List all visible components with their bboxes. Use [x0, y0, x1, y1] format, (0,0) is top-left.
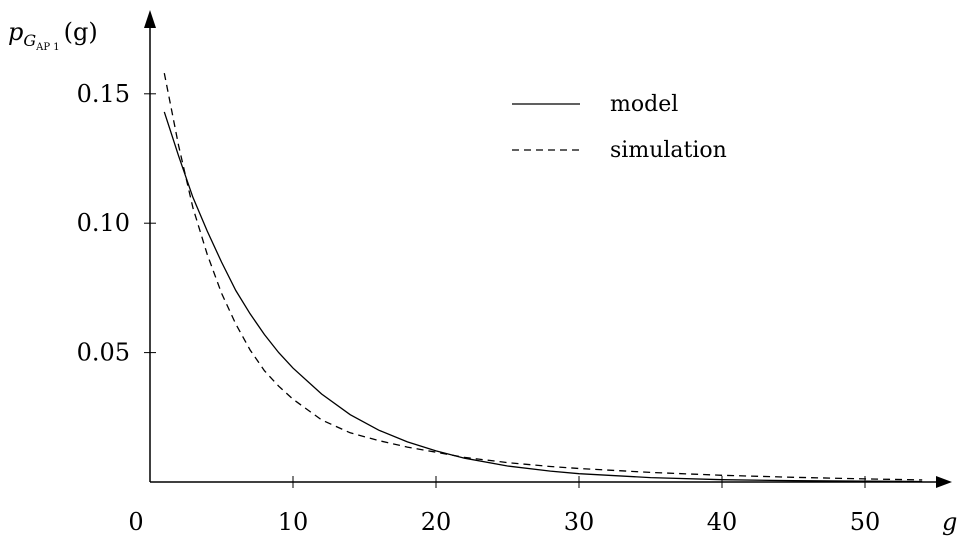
series-layer	[163, 72, 923, 483]
x-tick-label: 0	[128, 508, 143, 536]
legend: model simulation	[512, 92, 727, 163]
y-axis-arrow	[144, 10, 156, 28]
y-tick-label: 0.10	[77, 209, 130, 237]
x-axis-arrow	[936, 476, 952, 488]
axes: 0 10 20 30 40 50 0.05 0.10 0.15	[77, 10, 952, 536]
x-tick-label: 30	[564, 508, 595, 536]
series-line-simulation	[163, 72, 923, 481]
y-axis-title-sub: AP 1	[35, 42, 60, 53]
x-tick-label: 50	[850, 508, 881, 536]
y-axis-title-G: G	[23, 31, 36, 50]
series-line-model	[163, 111, 923, 483]
x-tick-label: 40	[707, 508, 738, 536]
y-tick-label: 0.15	[77, 80, 130, 108]
y-axis-title-arg: (g)	[64, 18, 98, 46]
legend-label-model: model	[610, 92, 678, 117]
x-tick-label: 10	[278, 508, 309, 536]
x-tick-label: 20	[421, 508, 452, 536]
x-axis-title: g	[942, 508, 957, 536]
y-axis-title-p: p	[8, 18, 23, 46]
legend-label-simulation: simulation	[610, 138, 727, 163]
y-axis-title: pGAP 1 (g)	[8, 18, 98, 53]
labels: pGAP 1 (g) g	[8, 18, 957, 536]
y-tick-label: 0.05	[77, 339, 130, 367]
